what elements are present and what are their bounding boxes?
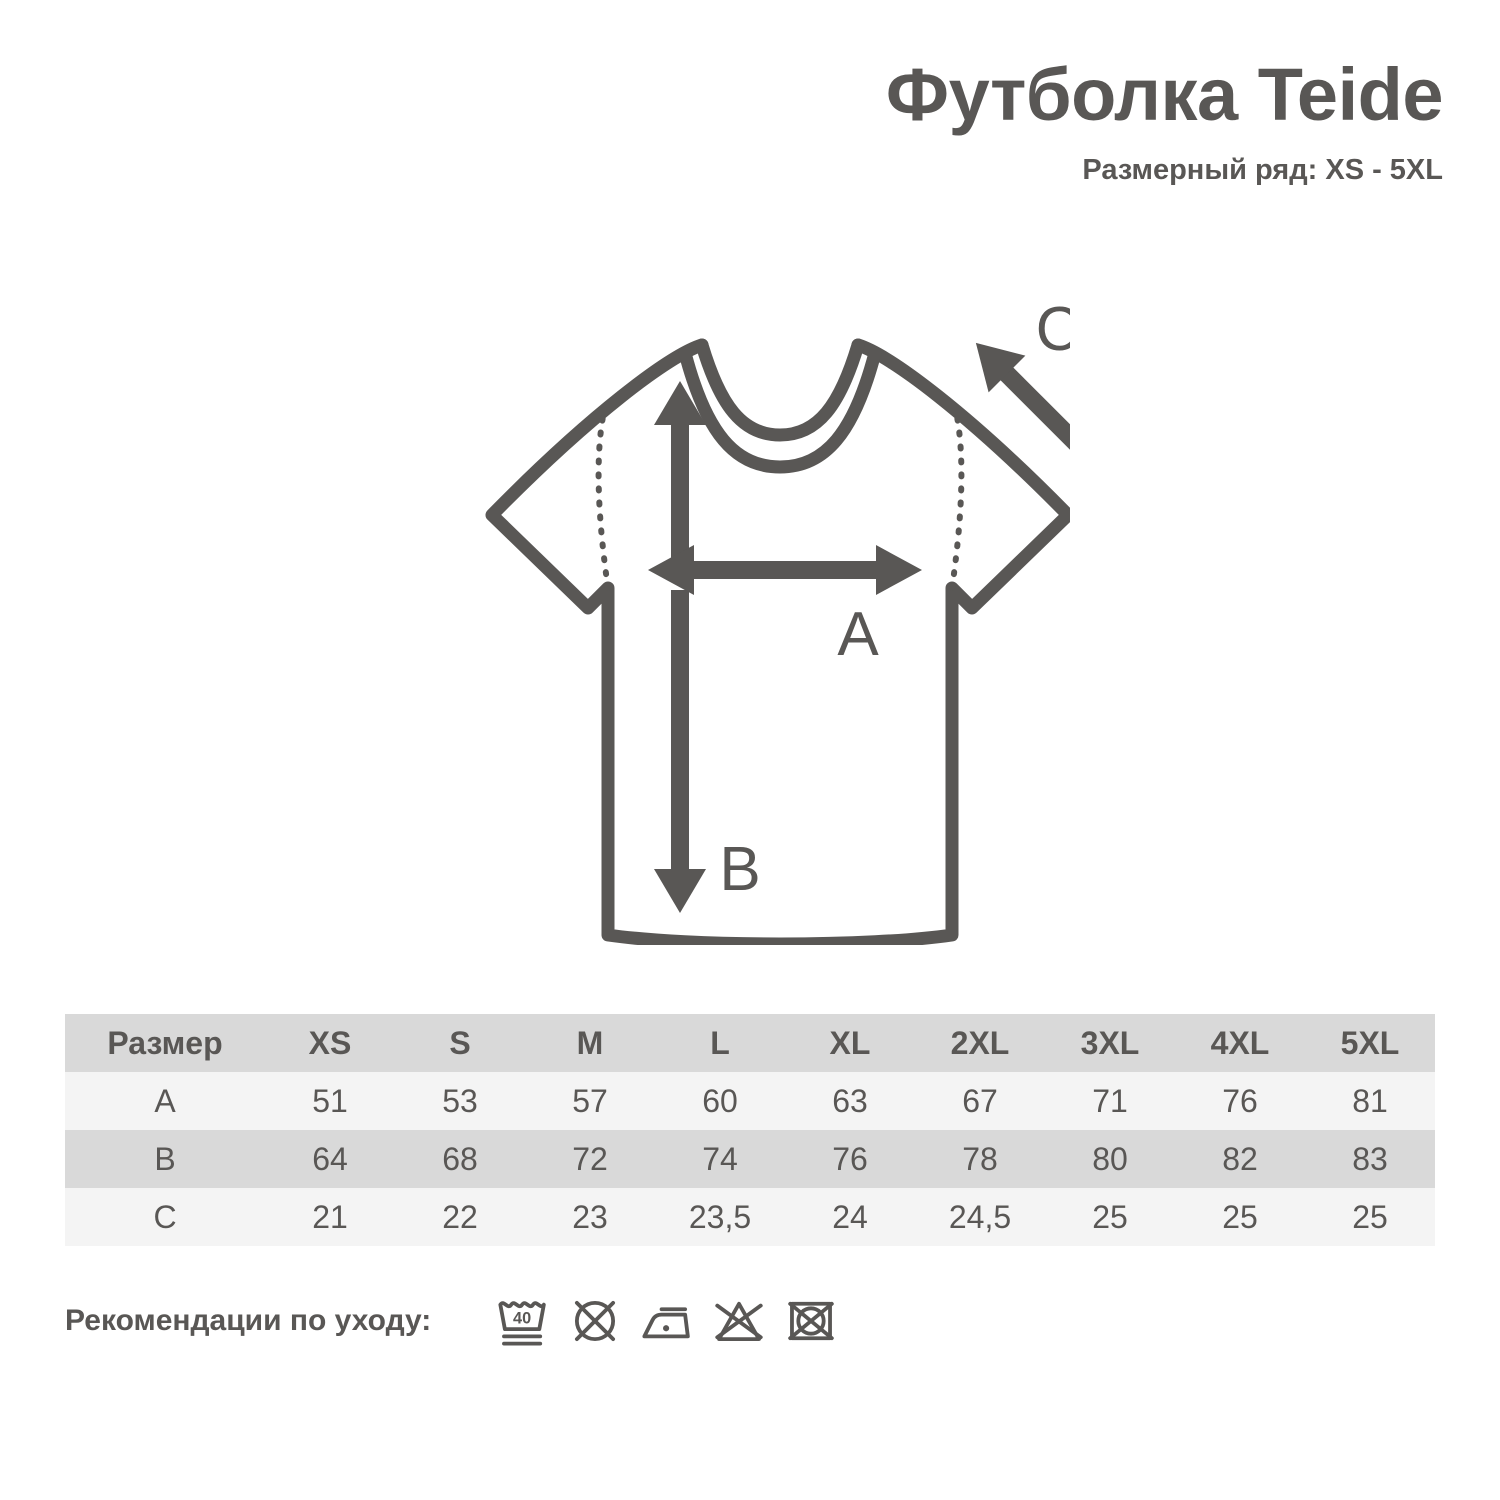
cell-b-s: 68 <box>442 1140 478 1177</box>
cell-c-xs: 21 <box>312 1198 348 1235</box>
size-table-container: Размер XS S M L XL 2XL 3XL 4XL 5XL A 51 … <box>65 1014 1435 1246</box>
cell-c-xl: 24 <box>832 1198 868 1235</box>
do-not-bleach-icon <box>715 1301 763 1342</box>
care-icons-group: 40 <box>494 1292 840 1350</box>
size-column-header-xl: XL <box>829 1024 871 1061</box>
care-instructions-label: Рекомендации по уходу: <box>65 1304 432 1337</box>
cell-b-4xl: 82 <box>1222 1140 1258 1177</box>
measure-label-b: B <box>154 1140 176 1177</box>
size-column-header-m: M <box>576 1024 604 1061</box>
table-row: A 51 53 57 60 63 67 71 76 81 <box>65 1072 1435 1130</box>
dimension-arrow-a <box>648 545 922 595</box>
cell-b-l: 74 <box>702 1140 738 1177</box>
dimension-arrow-b <box>654 381 706 913</box>
care-instructions-row: Рекомендации по уходу: 40 <box>65 1292 1435 1350</box>
cell-a-xs: 51 <box>312 1082 348 1119</box>
cell-c-m: 23 <box>572 1198 608 1235</box>
measure-label-c: C <box>153 1198 177 1235</box>
svg-text:40: 40 <box>513 1310 531 1328</box>
cell-c-5xl: 25 <box>1352 1198 1388 1235</box>
cell-a-2xl: 67 <box>962 1082 998 1119</box>
size-range-subtitle: Размерный ряд: XS - 5XL <box>1082 154 1443 186</box>
size-table-head: Размер XS S M L XL 2XL 3XL 4XL 5XL <box>65 1014 1435 1072</box>
cell-b-m: 72 <box>572 1140 608 1177</box>
wash-40-delicate-icon: 40 <box>498 1301 547 1346</box>
cell-c-l: 23,5 <box>688 1198 752 1235</box>
size-column-header-4xl: 4XL <box>1210 1024 1270 1061</box>
cell-c-s: 22 <box>442 1198 478 1235</box>
size-table: Размер XS S M L XL 2XL 3XL 4XL 5XL A 51 … <box>65 1014 1435 1246</box>
dimension-label-b: B <box>719 835 760 904</box>
cell-a-l: 60 <box>702 1082 738 1119</box>
size-column-header-s: S <box>449 1024 471 1061</box>
page-header: Футболка Teide Размерный ряд: XS - 5XL <box>0 0 1500 185</box>
cell-b-2xl: 78 <box>962 1140 998 1177</box>
size-table-header-label: Размер <box>107 1024 223 1061</box>
dimension-label-c: C <box>1036 295 1070 364</box>
do-not-dry-clean-icon <box>788 1301 835 1341</box>
cell-c-3xl: 25 <box>1092 1198 1128 1235</box>
table-row: C 21 22 23 23,5 24 24,5 25 25 25 <box>65 1188 1435 1246</box>
table-row: B 64 68 72 74 76 78 80 82 83 <box>65 1130 1435 1188</box>
cell-b-xs: 64 <box>312 1140 348 1177</box>
cell-a-m: 57 <box>572 1082 608 1119</box>
page-title: Футболка Teide <box>885 53 1444 136</box>
size-column-header-3xl: 3XL <box>1080 1024 1140 1061</box>
size-column-header-xs: XS <box>308 1024 352 1061</box>
cell-a-3xl: 71 <box>1092 1082 1128 1119</box>
cell-c-4xl: 25 <box>1222 1198 1258 1235</box>
size-table-body: A 51 53 57 60 63 67 71 76 81 B 64 68 72 … <box>65 1072 1435 1246</box>
size-column-header-5xl: 5XL <box>1340 1024 1400 1061</box>
cell-c-2xl: 24,5 <box>948 1198 1012 1235</box>
dimension-arrow-c <box>975 342 1070 473</box>
tshirt-outline-icon <box>485 338 1070 945</box>
cell-a-s: 53 <box>442 1082 478 1119</box>
size-column-header-2xl: 2XL <box>950 1024 1010 1061</box>
iron-low-one-dot-icon <box>642 1307 691 1339</box>
measure-label-a: A <box>154 1082 176 1119</box>
cell-a-5xl: 81 <box>1352 1082 1388 1119</box>
cell-b-3xl: 80 <box>1092 1140 1128 1177</box>
do-not-tumble-dry-icon <box>575 1300 616 1342</box>
tshirt-collar-icon <box>678 338 882 474</box>
tshirt-diagram: A B C <box>0 265 1500 965</box>
cell-a-4xl: 76 <box>1222 1082 1258 1119</box>
size-column-header-l: L <box>710 1024 730 1061</box>
cell-b-xl: 76 <box>832 1140 868 1177</box>
sleeve-seam-guides <box>595 404 965 591</box>
dimension-label-a: A <box>837 600 879 669</box>
size-table-header-row: Размер XS S M L XL 2XL 3XL 4XL 5XL <box>65 1014 1435 1072</box>
cell-a-xl: 63 <box>832 1082 868 1119</box>
cell-b-5xl: 83 <box>1352 1140 1388 1177</box>
tshirt-measure-illustration: A B C <box>485 295 1070 945</box>
